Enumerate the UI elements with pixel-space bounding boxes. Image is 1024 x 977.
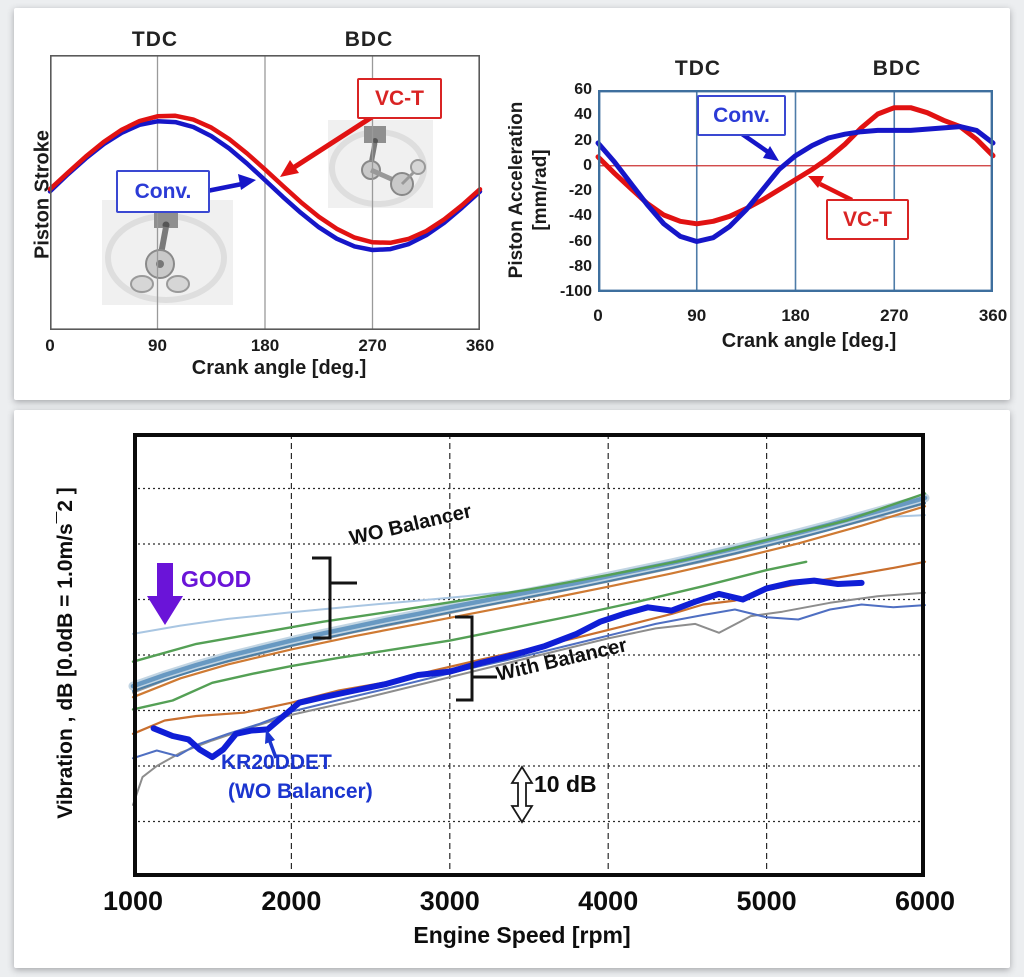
conv-engine-illustration [102,200,233,305]
x-tick-label: 0 [45,336,55,355]
series-conv- [47,119,483,253]
kinematics-panel: TDC BDC Piston Stroke Crank angle [deg.] [14,8,1010,400]
stroke-tdc-label: TDC [131,28,179,51]
y-tick-label: -40 [568,207,592,225]
series-kr20ddet-wo-balancer- [150,577,865,761]
piston-stroke-chart [47,55,483,330]
y-tick-label: -60 [568,232,592,250]
y-tick-label: -20 [568,182,592,199]
plot-border [133,433,925,877]
plot-border [50,55,480,330]
x-tick-label: 1000 [102,886,164,916]
vibration-y-axis-label: Vibration , dB [0.0dB = 1.0m/s¯2 ] [54,487,77,819]
plot-border [598,90,994,293]
series-vc-t [595,105,996,227]
x-tick-label: 5000 [736,886,797,916]
kr20ddet-label-line2: (WO Balancer) [228,780,373,803]
x-tick-label: 180 [781,306,810,325]
x-tick-label: 2000 [261,886,322,916]
accel-vct-callout: VC-T [826,199,909,240]
accel-conv-callout-arrow [740,132,779,161]
series-wo-balancer-band-edge [132,501,926,693]
x-tick-label: 270 [358,336,387,355]
series-vc-t [47,113,483,246]
accel-conv-callout: Conv. [697,95,786,136]
series-conv- [595,124,996,244]
accel-bdc-label: BDC [872,57,922,80]
x-tick-label: 0 [593,306,603,325]
vibration-x-axis-label: Engine Speed [rpm] [413,922,631,948]
x-tick-label: 360 [465,336,495,355]
series-with-balancer-medium-blue [132,603,926,760]
good-down-arrow-icon [147,563,183,625]
y-tick-label: 20 [574,131,592,149]
vct-callout-arrow [280,114,374,177]
wo-balancer-brace [312,556,357,640]
ten-db-scale-arrow-icon [510,765,534,824]
accel-x-axis-label: Crank angle [deg.] [721,330,897,352]
kr20ddet-arrow [265,729,278,759]
series-wo-balancer-green [131,492,927,663]
x-tick-label: 360 [978,306,1008,325]
x-tick-label: 3000 [419,886,480,916]
x-tick-label: 6000 [894,886,956,916]
x-tick-label: 180 [250,336,280,355]
with-balancer-brace [455,615,497,702]
stroke-vct-callout: VC-T [357,78,442,119]
accel-vct-callout-arrow [808,176,854,203]
stroke-conv-callout: Conv. [116,170,210,213]
engine-illustrations [102,120,433,305]
x-tick-label: 90 [148,336,167,355]
ten-db-scale-label: 10 dB [534,771,597,797]
vibration-chart [128,433,930,877]
conv-callout-arrow [206,174,256,194]
series-with-balancer-green [131,560,808,711]
x-tick-label: 4000 [578,886,639,916]
x-tick-label: 270 [880,306,909,325]
series-wo-balancer-orange [131,505,927,699]
stroke-bdc-label: BDC [344,28,394,51]
y-tick-label: -100 [559,283,592,300]
y-tick-label: -80 [568,257,592,275]
piston-acceleration-chart [595,90,996,293]
y-tick-label: 40 [574,106,592,124]
y-tick-label: 60 [574,81,592,98]
stroke-x-axis-label: Crank angle [deg.] [191,357,367,379]
x-tick-label: 90 [687,306,707,325]
y-tick-label: 0 [583,156,592,174]
good-label: GOOD [181,566,252,592]
accel-tdc-label: TDC [674,57,722,80]
kr20ddet-label-line1: KR20DDET [221,751,332,774]
